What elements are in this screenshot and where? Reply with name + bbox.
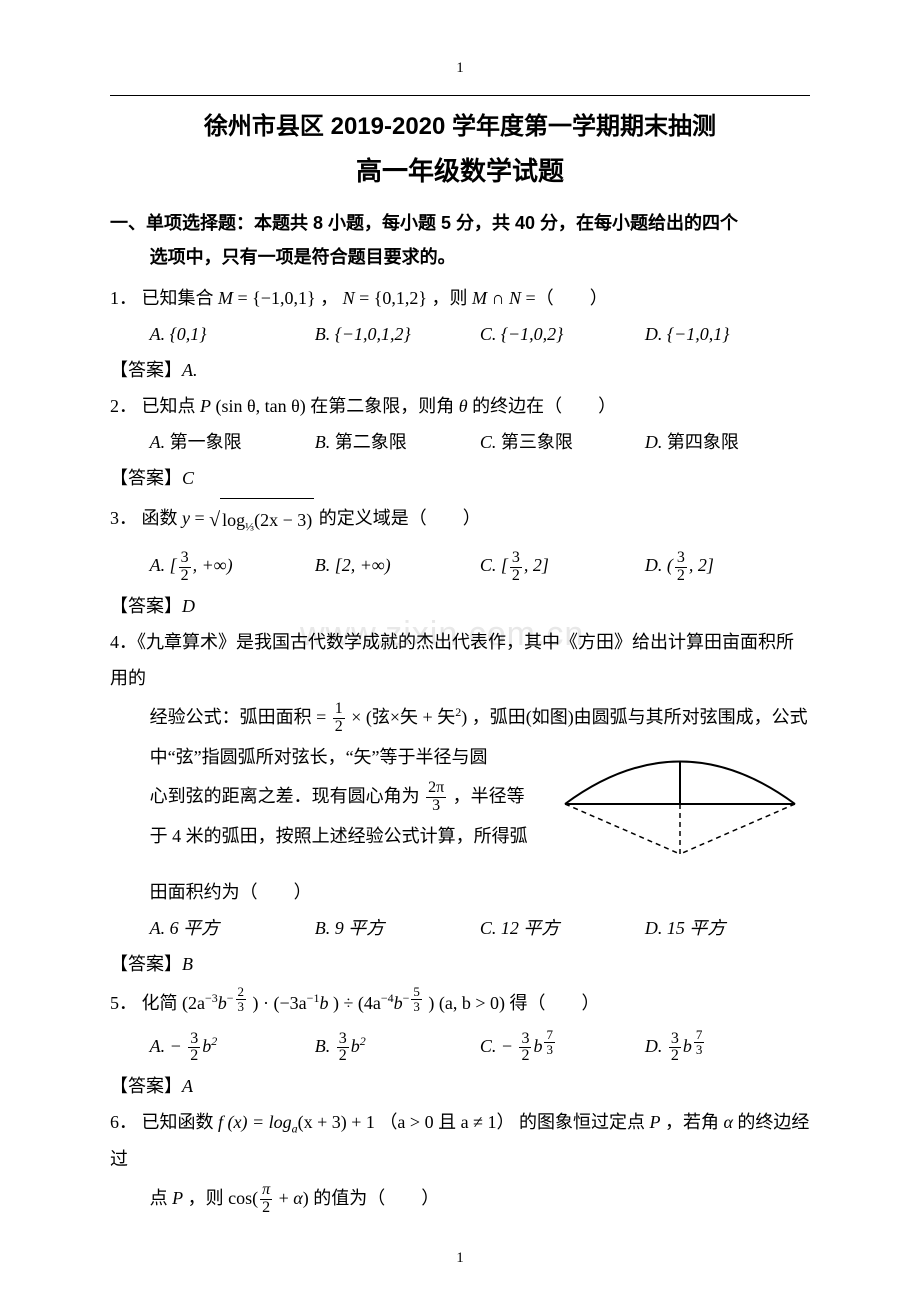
q2-opt-B: B. 第二象限	[315, 424, 480, 460]
q4-figure	[550, 739, 810, 874]
q1-opt-A: A. {0,1}	[150, 316, 315, 352]
q4-line5: 于 4 米的弧田，按照上述经验公式计算，所得弧	[110, 818, 550, 854]
q4-opt-B: B. 9 平方	[315, 910, 480, 946]
q2-P: P	[200, 396, 211, 416]
q3-num: 3．	[110, 509, 137, 529]
page-number-bottom: 1	[110, 1250, 810, 1267]
q5-opt-D: D. 32b73	[645, 1025, 810, 1068]
q1-stem-post: =（ ）	[526, 288, 608, 308]
q3-post: 的定义域是（ ）	[319, 509, 481, 529]
q2-opt-D: D. 第四象限	[645, 424, 810, 460]
q4-line4: 心到弦的距离之差．现有圆心角为 2π3 ，半径等	[110, 775, 550, 818]
q4-line6: 田面积约为（ ）	[110, 874, 810, 910]
q1-opt-D: D. {−1,0,1}	[645, 316, 810, 352]
q3-opt-A: A. [32, +∞)	[150, 544, 315, 587]
q1-num: 1．	[110, 288, 137, 308]
q4-opt-A: A. 6 平方	[150, 910, 315, 946]
q4-options: A. 6 平方 B. 9 平方 C. 12 平方 D. 15 平方	[150, 910, 810, 946]
section-instructions: 一、单项选择题：本题共 8 小题，每小题 5 分，共 40 分，在每小题给出的四…	[110, 206, 810, 274]
page-number-top: 1	[110, 60, 810, 77]
q4-line3: 中“弦”指圆弧所对弦长，“矢”等于半径与圆	[110, 739, 550, 775]
section-line2: 选项中，只有一项是符合题目要求的。	[110, 240, 810, 274]
q2-options: A. 第一象限 B. 第二象限 C. 第三象限 D. 第四象限	[150, 424, 810, 460]
question-3: 3． 函数 y = √ log⅓(2x − 3) 的定义域是（ ）	[110, 496, 810, 544]
q4-num: 4．	[110, 632, 137, 652]
q1-MN: M ∩ N	[472, 288, 521, 308]
q2-num: 2．	[110, 396, 137, 416]
answer-label: 【答案】	[110, 468, 182, 488]
q4-answer: 【答案】B	[110, 946, 810, 982]
q3-answer-val: D	[182, 596, 195, 616]
q4-opt-C: C. 12 平方	[480, 910, 645, 946]
question-5: 5． 化简 (2a−3b−23 ) · (−3a−1b ) ÷ (4a−4b−5…	[110, 982, 810, 1025]
q4-line2: 经验公式：弧田面积 = 12 × (弦×矢 + 矢2) ，弧田(如图)由圆弧与其…	[110, 696, 810, 739]
q2-pre: 已知点	[142, 396, 201, 416]
q4-opt-D: D. 15 平方	[645, 910, 810, 946]
q5-opt-C: C. − 32b73	[480, 1025, 645, 1068]
q3-pre: 函数	[142, 509, 183, 529]
q5-answer: 【答案】A	[110, 1068, 810, 1104]
section-line1: 一、单项选择题：本题共 8 小题，每小题 5 分，共 40 分，在每小题给出的四…	[110, 213, 738, 233]
answer-label: 【答案】	[110, 954, 182, 974]
q1-stem-pre: 已知集合	[142, 288, 219, 308]
q5-num: 5．	[110, 993, 137, 1013]
q4-answer-val: B	[182, 954, 193, 974]
exam-header-2: 高一年级数学试题	[110, 151, 810, 188]
q2-opt-A: A. 第一象限	[150, 424, 315, 460]
q1-N: N	[343, 288, 355, 308]
q1-answer: 【答案】A.	[110, 352, 810, 388]
q5-opt-B: B. 32b2	[315, 1025, 480, 1068]
q3-options: A. [32, +∞) B. [2, +∞) C. [32, 2] D. (32…	[150, 544, 810, 587]
q2-post: 的终边在（ ）	[472, 396, 616, 416]
q1-M: M	[218, 288, 233, 308]
q5-opt-A: A. − 32b2	[150, 1025, 315, 1068]
q1-eq2: = {0,1,2} ，则	[359, 288, 472, 308]
q2-opt-C: C. 第三象限	[480, 424, 645, 460]
q2-answer: 【答案】C	[110, 460, 810, 496]
answer-label: 【答案】	[110, 596, 182, 616]
q6-num: 6．	[110, 1112, 137, 1132]
q3-logsub: ⅓	[245, 520, 254, 534]
q5-options: A. − 32b2 B. 32b2 C. − 32b73 D. 32b73	[150, 1025, 810, 1068]
q1-eq1: = {−1,0,1} ，	[238, 288, 339, 308]
q5-answer-val: A	[182, 1076, 193, 1096]
q1-options: A. {0,1} B. {−1,0,1,2} C. {−1,0,2} D. {−…	[150, 316, 810, 352]
question-1: 1． 已知集合 M = {−1,0,1} ， N = {0,1,2} ，则 M …	[110, 280, 810, 316]
answer-label: 【答案】	[110, 1076, 182, 1096]
q1-answer-val: A.	[182, 360, 198, 380]
q2-theta: θ	[459, 396, 472, 416]
q3-opt-C: C. [32, 2]	[480, 544, 645, 587]
q1-opt-B: B. {−1,0,1,2}	[315, 316, 480, 352]
q6-line2: 点 P ，则 cos(π2 + α) 的值为（ ）	[110, 1177, 810, 1220]
q4-line1: 《九章算术》是我国古代数学成就的杰出代表作，其中《方田》给出计算田亩面积所用的	[110, 632, 794, 688]
exam-header-1: 徐州市县区 2019-2020 学年度第一学期期末抽测	[110, 106, 810, 141]
q3-answer: 【答案】D	[110, 588, 810, 624]
answer-label: 【答案】	[110, 360, 182, 380]
question-6: 6． 已知函数 f (x) = loga(x + 3) + 1 （a > 0 且…	[110, 1104, 810, 1177]
q2-args: (sin θ, tan θ)	[216, 396, 311, 416]
q2-answer-val: C	[182, 468, 194, 488]
question-2: 2． 已知点 P (sin θ, tan θ) 在第二象限，则角 θ 的终边在（…	[110, 388, 810, 424]
q2-mid: 在第二象限，则角	[310, 396, 459, 416]
q1-opt-C: C. {−1,0,2}	[480, 316, 645, 352]
sqrt-icon: √ log⅓(2x − 3)	[209, 496, 314, 544]
q3-opt-D: D. (32, 2]	[645, 544, 810, 587]
question-4: 4．《九章算术》是我国古代数学成就的杰出代表作，其中《方田》给出计算田亩面积所用…	[110, 624, 810, 696]
q3-opt-B: B. [2, +∞)	[315, 544, 480, 587]
horizontal-rule	[110, 95, 810, 96]
